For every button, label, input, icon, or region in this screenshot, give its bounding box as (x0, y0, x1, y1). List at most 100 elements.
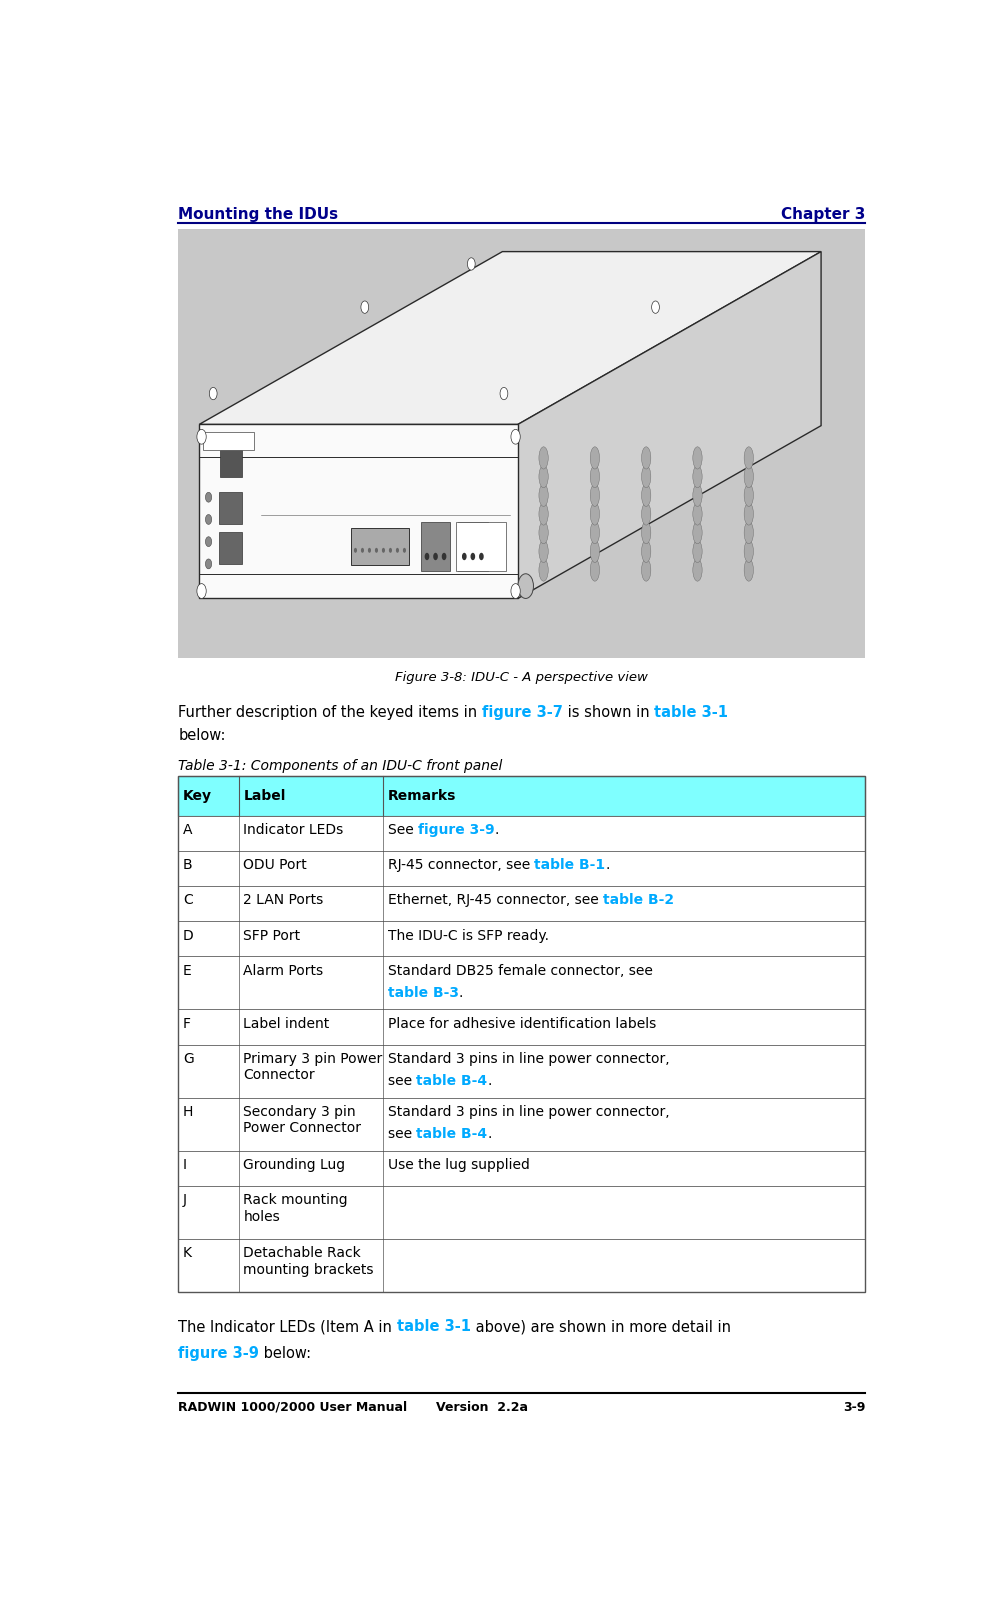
Text: RADWIN 1000/2000 User Manual: RADWIN 1000/2000 User Manual (178, 1401, 407, 1414)
Ellipse shape (538, 484, 548, 507)
Text: Standard 3 pins in line power connector,: Standard 3 pins in line power connector, (388, 1104, 668, 1119)
Text: Mounting the IDUs: Mounting the IDUs (178, 207, 338, 223)
Text: figure 3-7: figure 3-7 (482, 705, 562, 720)
Circle shape (205, 492, 211, 502)
Text: .: . (487, 1074, 491, 1088)
Circle shape (479, 553, 483, 559)
Text: Label: Label (243, 789, 286, 803)
Ellipse shape (538, 521, 548, 543)
Ellipse shape (692, 447, 701, 470)
Text: E: E (182, 963, 191, 978)
Ellipse shape (743, 465, 753, 487)
Text: Alarm Ports: Alarm Ports (243, 963, 324, 978)
Ellipse shape (641, 484, 650, 507)
Text: Indicator LEDs: Indicator LEDs (243, 822, 344, 837)
Text: J: J (182, 1193, 186, 1207)
Circle shape (382, 548, 385, 553)
Circle shape (209, 388, 216, 399)
Text: Ethernet, RJ-45 connector, see: Ethernet, RJ-45 connector, see (388, 893, 602, 907)
Text: figure 3-9: figure 3-9 (178, 1347, 259, 1361)
Text: figure 3-9: figure 3-9 (418, 822, 494, 837)
FancyBboxPatch shape (178, 1151, 865, 1186)
Text: K: K (182, 1247, 191, 1260)
Circle shape (396, 548, 399, 553)
Circle shape (433, 553, 438, 559)
Ellipse shape (589, 447, 599, 470)
Text: table B-3: table B-3 (388, 986, 458, 1000)
Circle shape (500, 388, 507, 399)
Text: Chapter 3: Chapter 3 (781, 207, 865, 223)
Circle shape (424, 553, 429, 559)
Text: G: G (182, 1052, 193, 1066)
FancyBboxPatch shape (178, 229, 865, 657)
Ellipse shape (641, 503, 650, 526)
Text: above) are shown in more detail in: above) are shown in more detail in (470, 1319, 730, 1334)
Text: F: F (182, 1016, 190, 1031)
FancyBboxPatch shape (458, 523, 487, 571)
Ellipse shape (538, 465, 548, 487)
FancyBboxPatch shape (178, 1045, 865, 1098)
Polygon shape (517, 252, 821, 598)
FancyBboxPatch shape (178, 851, 865, 886)
Circle shape (196, 583, 206, 598)
Ellipse shape (641, 465, 650, 487)
Text: table 3-1: table 3-1 (653, 705, 727, 720)
Circle shape (368, 548, 371, 553)
Text: C: C (182, 893, 192, 907)
FancyBboxPatch shape (202, 431, 254, 450)
FancyBboxPatch shape (218, 532, 241, 564)
Circle shape (375, 548, 378, 553)
Text: .: . (487, 1127, 491, 1141)
Ellipse shape (538, 447, 548, 470)
Text: Remarks: Remarks (388, 789, 456, 803)
Text: table 3-1: table 3-1 (397, 1319, 470, 1334)
FancyBboxPatch shape (178, 886, 865, 922)
Ellipse shape (641, 447, 650, 470)
Circle shape (510, 583, 520, 598)
Text: see: see (388, 1127, 416, 1141)
Text: Primary 3 pin Power
Connector: Primary 3 pin Power Connector (243, 1052, 382, 1082)
Circle shape (517, 574, 533, 598)
Text: Use the lug supplied: Use the lug supplied (388, 1159, 529, 1172)
Circle shape (361, 548, 364, 553)
Text: A: A (182, 822, 192, 837)
Polygon shape (199, 252, 821, 425)
Ellipse shape (743, 559, 753, 582)
Circle shape (361, 301, 369, 313)
Text: Grounding Lug: Grounding Lug (243, 1159, 345, 1172)
Circle shape (205, 537, 211, 547)
Ellipse shape (589, 484, 599, 507)
Text: below:: below: (178, 728, 225, 744)
Ellipse shape (641, 521, 650, 543)
Text: RJ-45 connector, see: RJ-45 connector, see (388, 858, 534, 872)
Text: I: I (182, 1159, 186, 1172)
Ellipse shape (743, 447, 753, 470)
Ellipse shape (589, 465, 599, 487)
Text: The IDU-C is SFP ready.: The IDU-C is SFP ready. (388, 928, 548, 943)
Ellipse shape (692, 540, 701, 563)
Text: Figure 3-8: IDU-C - A perspective view: Figure 3-8: IDU-C - A perspective view (395, 672, 647, 684)
Ellipse shape (589, 503, 599, 526)
Text: Further description of the keyed items in: Further description of the keyed items i… (178, 705, 482, 720)
Circle shape (205, 515, 211, 524)
FancyBboxPatch shape (178, 922, 865, 957)
Text: .: . (605, 858, 609, 872)
Text: Secondary 3 pin
Power Connector: Secondary 3 pin Power Connector (243, 1104, 361, 1135)
Text: table B-4: table B-4 (416, 1074, 487, 1088)
Text: Standard DB25 female connector, see: Standard DB25 female connector, see (388, 963, 652, 978)
Text: See: See (388, 822, 418, 837)
Text: is shown in: is shown in (562, 705, 653, 720)
FancyBboxPatch shape (455, 523, 506, 571)
Text: B: B (182, 858, 192, 872)
Text: 3-9: 3-9 (842, 1401, 865, 1414)
FancyBboxPatch shape (178, 1010, 865, 1045)
Text: ODU Port: ODU Port (243, 858, 307, 872)
FancyBboxPatch shape (220, 450, 241, 478)
Text: below:: below: (259, 1347, 311, 1361)
FancyBboxPatch shape (178, 776, 865, 816)
Circle shape (389, 548, 392, 553)
FancyBboxPatch shape (178, 1098, 865, 1151)
Ellipse shape (589, 540, 599, 563)
Circle shape (470, 553, 475, 559)
Circle shape (205, 559, 211, 569)
